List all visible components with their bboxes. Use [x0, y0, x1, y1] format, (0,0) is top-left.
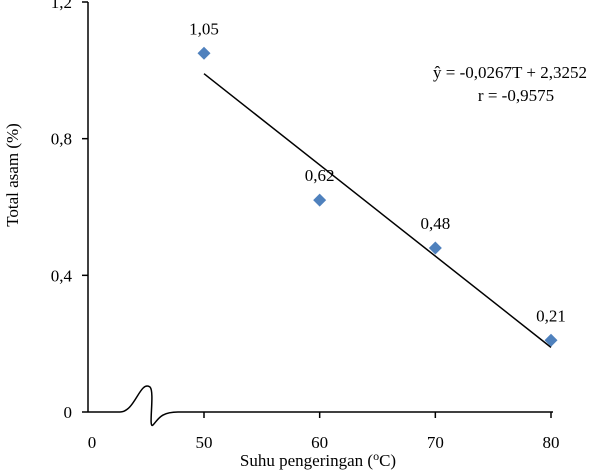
y-tick-label: 1,2 [51, 0, 72, 12]
data-label: 0,62 [305, 166, 335, 185]
point [197, 46, 211, 60]
data-label: 0,48 [420, 214, 450, 233]
data-label: 1,05 [189, 19, 219, 38]
x-axis [88, 385, 553, 426]
y-tick-label: 0,8 [51, 130, 72, 149]
equation: ŷ = -0,0267T + 2,3252 [433, 63, 587, 82]
y-tick-label: 0 [64, 403, 73, 422]
x-axis-label: Suhu pengeringan (oC) [240, 449, 396, 470]
data-label: 0,21 [536, 306, 566, 325]
x-tick-label: 50 [196, 433, 213, 452]
x-tick-label: 60 [311, 433, 328, 452]
correlation: r = -0,9575 [478, 86, 554, 105]
point [428, 241, 442, 255]
y-axis-label: Total asam (%) [3, 123, 22, 227]
point [313, 193, 327, 207]
trendline [203, 73, 552, 348]
y-tick-label: 0,4 [51, 266, 73, 285]
x-tick-label: 80 [543, 433, 560, 452]
point [544, 333, 558, 347]
x-tick-label: 70 [427, 433, 444, 452]
x-tick-label: 0 [88, 433, 97, 452]
